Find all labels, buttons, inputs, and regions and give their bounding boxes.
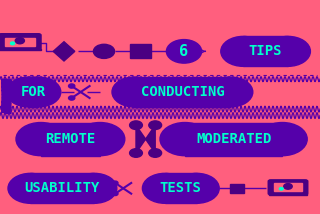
Circle shape [266,36,310,66]
Bar [243,36,288,66]
Text: USABILITY: USABILITY [25,181,100,195]
Circle shape [68,84,75,88]
Circle shape [284,184,292,189]
Bar [29,77,38,107]
Bar [230,184,244,193]
Circle shape [72,173,117,203]
Bar [274,183,302,191]
Bar [269,194,307,195]
Bar [30,173,94,203]
Circle shape [130,149,142,157]
Polygon shape [136,125,155,153]
Text: TIPS: TIPS [249,44,282,58]
Circle shape [75,122,125,156]
Circle shape [221,36,266,66]
Text: MODERATED: MODERATED [196,132,271,146]
FancyBboxPatch shape [0,33,42,51]
Circle shape [15,38,24,44]
Bar [5,37,35,46]
Text: TESTS: TESTS [160,181,202,195]
Bar [0,49,41,51]
Circle shape [208,77,253,107]
Bar [41,122,100,156]
Circle shape [160,122,210,156]
Circle shape [112,181,118,185]
Text: 6: 6 [180,44,188,59]
Text: REMOTE: REMOTE [45,132,96,146]
Bar [273,193,303,194]
Bar [3,48,36,49]
Circle shape [68,96,75,100]
Bar [134,77,230,107]
Circle shape [8,173,53,203]
Circle shape [166,40,202,63]
Bar [130,44,151,58]
Circle shape [149,149,162,157]
Circle shape [112,192,118,196]
Polygon shape [53,42,75,61]
FancyBboxPatch shape [268,179,308,196]
Circle shape [279,187,283,190]
Bar [185,122,283,156]
Circle shape [16,77,61,107]
Bar [165,173,197,203]
Circle shape [142,173,187,203]
Circle shape [16,122,66,156]
Text: FOR: FOR [21,85,46,99]
Circle shape [112,77,157,107]
Circle shape [11,42,15,45]
Circle shape [93,44,115,58]
Circle shape [174,173,219,203]
Text: CONDUCTING: CONDUCTING [140,85,224,99]
Circle shape [258,122,307,156]
Circle shape [130,121,142,129]
Circle shape [6,77,51,107]
Circle shape [149,121,162,129]
